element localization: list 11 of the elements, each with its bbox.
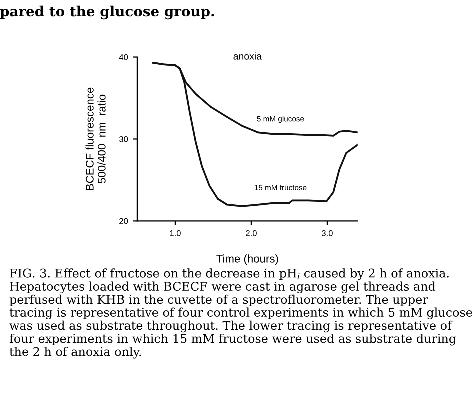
text: FIG. 3. Effect of fructose on the decrease in pH$_{i}$ caused by 2 h of anoxia. Hepatocytes loaded with BCECF were cast in agarose gel threads and perfused with KHB in the cuvette of a spectrofluorometer. The upper tracing is representative of four control experiments in which 5 mM glucose was used as substrate throughout. The lower tracing is representative of four experiments in which 15 mM fructose were used as substrate during the 2 h of anoxia only. [10, 268, 472, 359]
text: pared to the glucose group. [0, 6, 214, 20]
annotation: anoxia [234, 52, 262, 60]
y-tick-label: 20 [120, 218, 128, 224]
x-tick-label: 1.0 [170, 230, 181, 236]
x-tick-label: 3.0 [322, 230, 333, 236]
y-axis-title: BCECF fluorescence 500/400 nm ratio [86, 88, 106, 190]
x-tick-label: 2.0 [246, 230, 257, 236]
y-tick-label: 40 [119, 54, 128, 60]
x-axis-title: Time (hours) [216, 254, 278, 266]
y-tick-label: 30 [119, 136, 128, 142]
